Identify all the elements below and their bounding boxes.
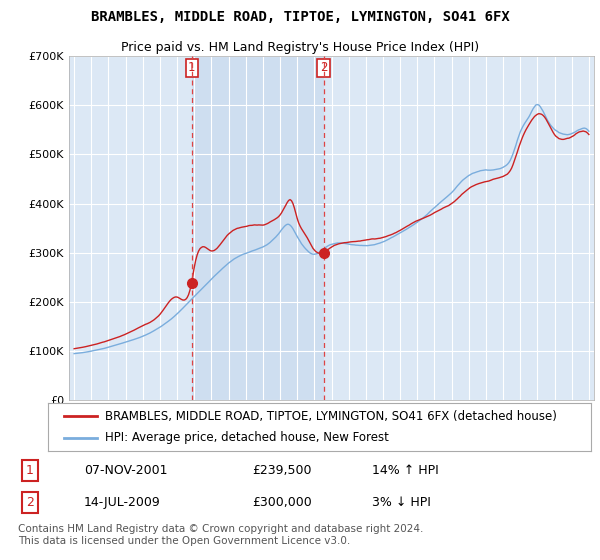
Text: BRAMBLES, MIDDLE ROAD, TIPTOE, LYMINGTON, SO41 6FX (detached house): BRAMBLES, MIDDLE ROAD, TIPTOE, LYMINGTON…	[105, 409, 557, 423]
Text: BRAMBLES, MIDDLE ROAD, TIPTOE, LYMINGTON, SO41 6FX: BRAMBLES, MIDDLE ROAD, TIPTOE, LYMINGTON…	[91, 11, 509, 25]
Bar	[191, 56, 323, 400]
Text: Price paid vs. HM Land Registry's House Price Index (HPI): Price paid vs. HM Land Registry's House …	[121, 41, 479, 54]
Text: 2: 2	[320, 61, 328, 74]
Text: 1: 1	[188, 61, 196, 74]
Text: £239,500: £239,500	[252, 464, 311, 477]
Text: 1: 1	[26, 464, 34, 477]
Text: 14% ↑ HPI: 14% ↑ HPI	[372, 464, 439, 477]
Text: 3% ↓ HPI: 3% ↓ HPI	[372, 496, 431, 509]
Text: Contains HM Land Registry data © Crown copyright and database right 2024.
This d: Contains HM Land Registry data © Crown c…	[18, 524, 424, 546]
Text: 14-JUL-2009: 14-JUL-2009	[84, 496, 161, 509]
Text: 07-NOV-2001: 07-NOV-2001	[84, 464, 167, 477]
Text: £300,000: £300,000	[252, 496, 312, 509]
Text: 2: 2	[26, 496, 34, 509]
Text: HPI: Average price, detached house, New Forest: HPI: Average price, detached house, New …	[105, 431, 389, 445]
